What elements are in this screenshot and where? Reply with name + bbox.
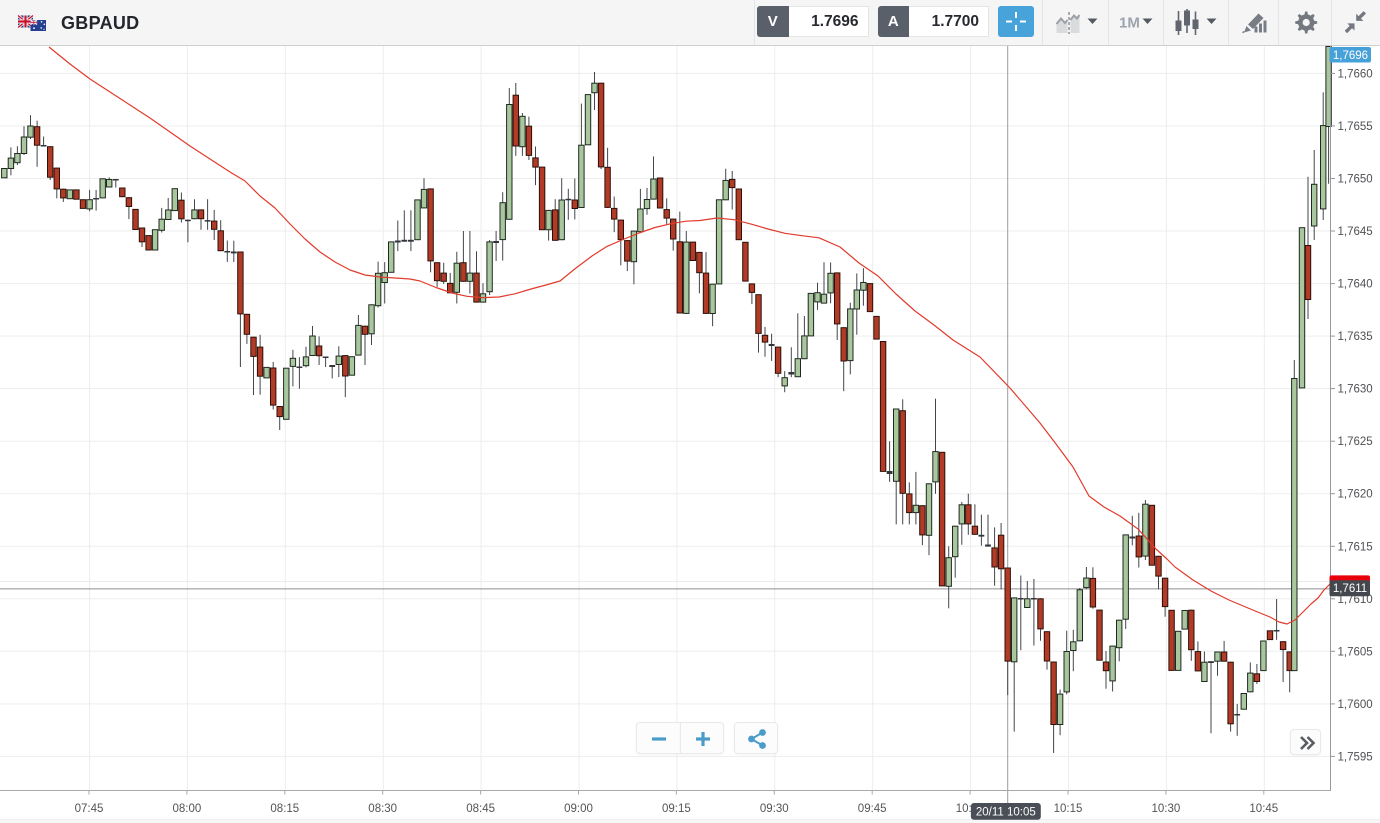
svg-text:1,7625: 1,7625 (1338, 436, 1373, 448)
svg-text:1,7635: 1,7635 (1338, 331, 1373, 343)
svg-text:10:15: 10:15 (1054, 803, 1083, 815)
svg-text:08:45: 08:45 (466, 803, 495, 815)
svg-text:1,7650: 1,7650 (1338, 174, 1373, 186)
svg-text:1,7620: 1,7620 (1338, 489, 1373, 501)
svg-text:1,7645: 1,7645 (1338, 226, 1373, 238)
svg-text:09:00: 09:00 (564, 803, 593, 815)
svg-text:1,7660: 1,7660 (1338, 68, 1373, 80)
svg-text:1,7640: 1,7640 (1338, 279, 1373, 291)
svg-text:1,7611: 1,7611 (1333, 583, 1367, 595)
svg-text:1,7696: 1,7696 (1333, 50, 1368, 62)
svg-text:1,7610: 1,7610 (1338, 594, 1373, 606)
svg-text:1,7595: 1,7595 (1338, 751, 1373, 763)
svg-text:09:30: 09:30 (760, 803, 789, 815)
svg-text:07:45: 07:45 (75, 803, 104, 815)
svg-text:08:30: 08:30 (368, 803, 397, 815)
svg-text:1,7630: 1,7630 (1338, 384, 1373, 396)
svg-text:1,7655: 1,7655 (1338, 121, 1373, 133)
svg-text:10:45: 10:45 (1249, 803, 1278, 815)
svg-text:1M: 1M (1119, 15, 1140, 32)
svg-text:08:00: 08:00 (173, 803, 202, 815)
svg-text:08:15: 08:15 (270, 803, 299, 815)
svg-text:20/11 10:05: 20/11 10:05 (976, 806, 1036, 818)
svg-text:09:15: 09:15 (662, 803, 691, 815)
svg-text:1,7615: 1,7615 (1338, 541, 1373, 553)
svg-text:1,7600: 1,7600 (1338, 699, 1373, 711)
svg-text:10:30: 10:30 (1152, 803, 1181, 815)
svg-text:09:45: 09:45 (858, 803, 887, 815)
svg-text:1,7605: 1,7605 (1338, 646, 1373, 658)
